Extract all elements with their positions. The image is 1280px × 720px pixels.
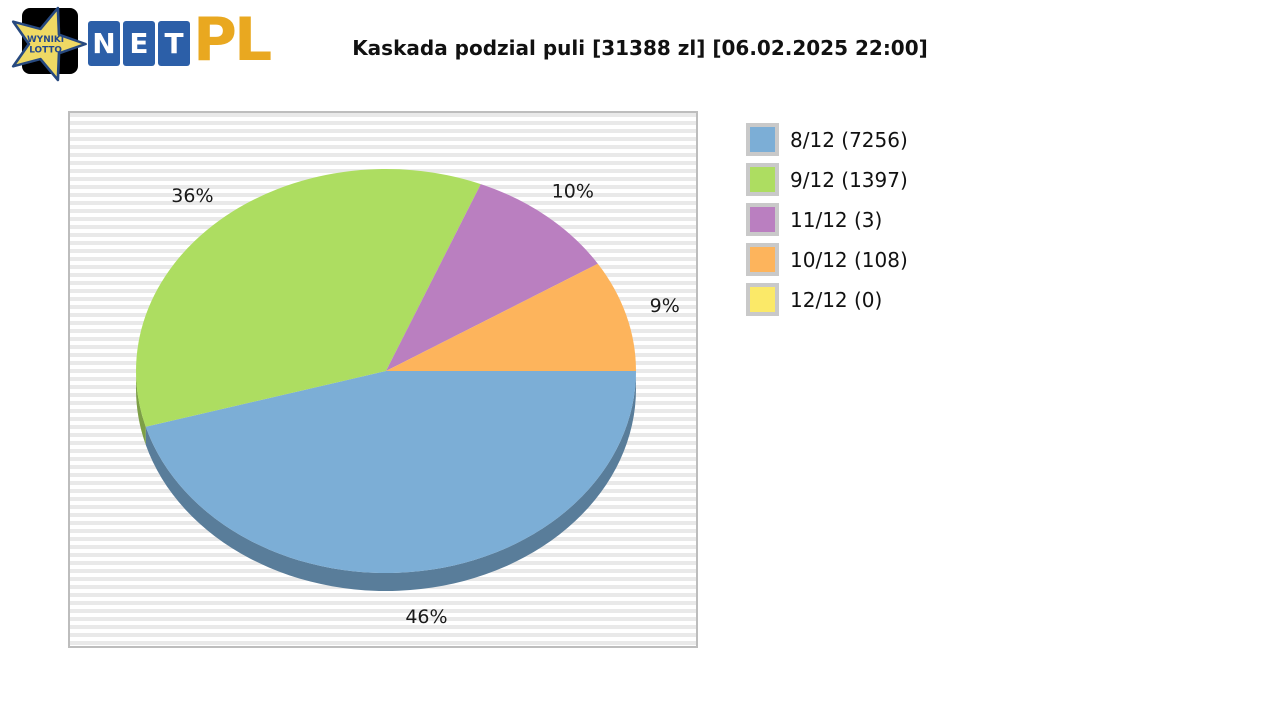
star-text-line2: LOTTO — [29, 46, 62, 56]
legend-swatch — [746, 123, 779, 156]
pie-percent-label: 10% — [552, 180, 594, 202]
legend-swatch — [746, 203, 779, 236]
wyniki-lotto-star-icon: WYNIKI LOTTO — [11, 6, 87, 82]
pie-percent-label: 46% — [405, 606, 447, 628]
legend-swatch — [746, 163, 779, 196]
logo-letter-box-n: N — [88, 21, 120, 66]
pie-slice-side — [136, 371, 146, 445]
pie-slice — [386, 184, 598, 371]
legend-item: 12/12 (0) — [746, 282, 908, 317]
legend-label: 11/12 (3) — [790, 207, 883, 232]
logo-letter-box-e: E — [123, 21, 155, 66]
legend-label: 10/12 (108) — [790, 247, 908, 272]
pie-chart: 46% 36% 10% 9% — [136, 169, 680, 628]
legend: 8/12 (7256) 9/12 (1397) 11/12 (3) 10/12 … — [746, 122, 908, 322]
chart-panel: 46% 36% 10% 9% — [68, 111, 698, 648]
legend-item: 9/12 (1397) — [746, 162, 908, 197]
legend-item: 10/12 (108) — [746, 242, 908, 277]
pie-slice — [386, 263, 636, 371]
legend-item: 8/12 (7256) — [746, 122, 908, 157]
legend-label: 12/12 (0) — [790, 287, 883, 312]
pie-slice — [145, 371, 636, 574]
star-text-line1: WYNIKI — [27, 35, 64, 45]
legend-swatch — [746, 283, 779, 316]
pie-percent-label: 36% — [171, 185, 213, 207]
legend-swatch — [746, 243, 779, 276]
legend-label: 8/12 (7256) — [790, 127, 908, 152]
logo-letter-box-t: T — [158, 21, 190, 66]
pie-slice — [136, 169, 481, 427]
pie-percent-label: 9% — [650, 295, 680, 317]
page-title: Kaskada podzial puli [31388 zl] [06.02.2… — [352, 36, 928, 60]
legend-item: 11/12 (3) — [746, 202, 908, 237]
legend-label: 9/12 (1397) — [790, 167, 908, 192]
logo-pl-text: PL — [193, 5, 272, 75]
